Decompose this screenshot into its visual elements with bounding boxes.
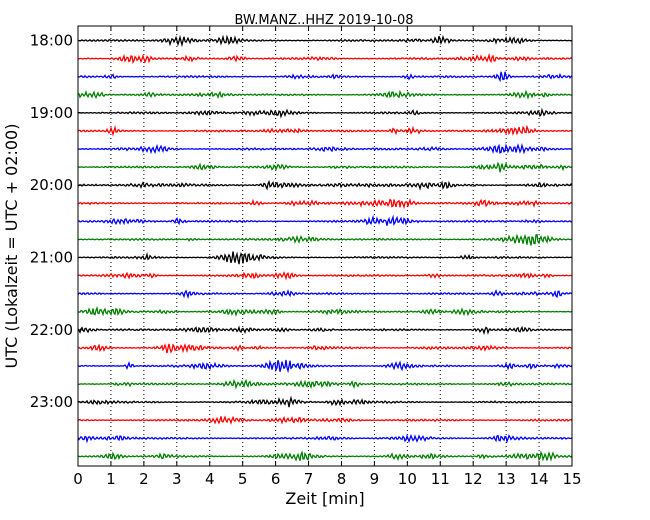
trace-row	[77, 71, 573, 83]
trace-row	[77, 107, 573, 119]
trace-row	[77, 378, 573, 390]
trace-row	[77, 359, 573, 374]
trace-row	[77, 233, 573, 246]
grid-lines	[110, 26, 540, 466]
x-tick-label: 6	[271, 470, 281, 488]
trace-row	[77, 214, 573, 226]
trace-row	[77, 34, 573, 48]
x-tick-label: 4	[205, 470, 215, 488]
x-tick-label: 9	[370, 470, 380, 488]
trace-row	[77, 325, 573, 336]
x-axis-label: Zeit [min]	[285, 489, 364, 508]
y-tick-label: 23:00	[30, 393, 73, 411]
trace-row	[77, 415, 573, 425]
x-tick-label: 11	[431, 470, 450, 488]
x-tick-label: 7	[304, 470, 314, 488]
x-tick-label: 3	[172, 470, 182, 488]
trace-row	[77, 161, 573, 173]
trace-row	[77, 343, 573, 354]
trace-row	[77, 179, 573, 191]
x-tick-label: 14	[530, 470, 549, 488]
x-tick-label: 5	[238, 470, 248, 488]
y-tick-label: 20:00	[30, 176, 73, 194]
trace-row	[77, 143, 573, 155]
trace-row	[77, 433, 573, 444]
x-tick-label: 0	[73, 470, 83, 488]
y-tick-label: 19:00	[30, 104, 73, 122]
trace-row	[77, 450, 573, 462]
x-tick-label: 13	[497, 470, 516, 488]
x-tick-label: 8	[337, 470, 347, 488]
trace-row	[77, 271, 573, 281]
trace-row	[77, 395, 573, 408]
x-tick-label: 2	[139, 470, 149, 488]
trace-row	[77, 305, 573, 318]
chart-title: BW.MANZ..HHZ 2019-10-08	[234, 13, 413, 28]
trace-row	[77, 198, 573, 210]
x-tick-label: 12	[464, 470, 483, 488]
y-axis-ticks: 18:00 19:00 20:00 21:00 22:00 23:00	[30, 32, 572, 411]
x-axis-ticks: 0 1 2 3 4 5 6 7 8 9 10 11 12 13 14 15	[73, 26, 582, 488]
x-tick-label: 10	[398, 470, 417, 488]
trace-row	[77, 52, 573, 65]
y-tick-label: 18:00	[30, 32, 73, 50]
trace-row	[77, 124, 573, 137]
trace-row	[77, 89, 573, 100]
x-tick-label: 1	[106, 470, 116, 488]
y-axis-label: UTC (Lokalzeit = UTC + 02:00)	[2, 124, 21, 369]
trace-row	[77, 289, 573, 300]
trace-rows	[77, 34, 573, 462]
x-tick-label: 15	[562, 470, 581, 488]
y-tick-label: 21:00	[30, 248, 73, 266]
plot-frame	[77, 25, 573, 467]
y-tick-label: 22:00	[30, 321, 73, 339]
trace-row	[77, 251, 573, 265]
